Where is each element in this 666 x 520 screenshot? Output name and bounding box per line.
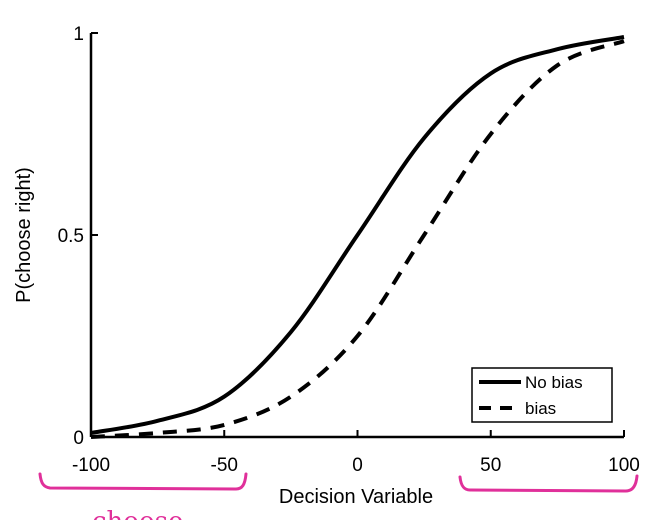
x-axis-title: Decision Variable: [279, 486, 433, 508]
x-tick-label: 50: [480, 455, 501, 476]
series-bias: [90, 39, 625, 439]
y-axis-title: P(choose right): [13, 167, 35, 303]
handwritten-annotations: choose: [38, 472, 639, 520]
legend-label-no-bias: No bias: [525, 373, 583, 392]
series-no-bias: [90, 35, 625, 435]
axes: -100 -50 0 50 100 0 0.5 1: [58, 24, 640, 476]
legend-label-bias: bias: [525, 399, 556, 418]
x-tick-label: 100: [608, 455, 640, 476]
left-bracket: [38, 472, 248, 491]
legend: No bias bias: [471, 367, 613, 423]
right-bracket: [458, 474, 639, 493]
y-tick-label: 1: [73, 24, 84, 45]
x-tick-label: -50: [211, 455, 238, 476]
annotation-choose: choose: [92, 507, 183, 520]
series-layer: [90, 35, 625, 439]
y-tick-label: 0.5: [58, 226, 84, 247]
legend-box: [471, 367, 613, 423]
x-tick-label: -100: [72, 455, 110, 476]
x-tick-label: 0: [352, 455, 363, 476]
y-tick-label: 0: [73, 428, 84, 449]
